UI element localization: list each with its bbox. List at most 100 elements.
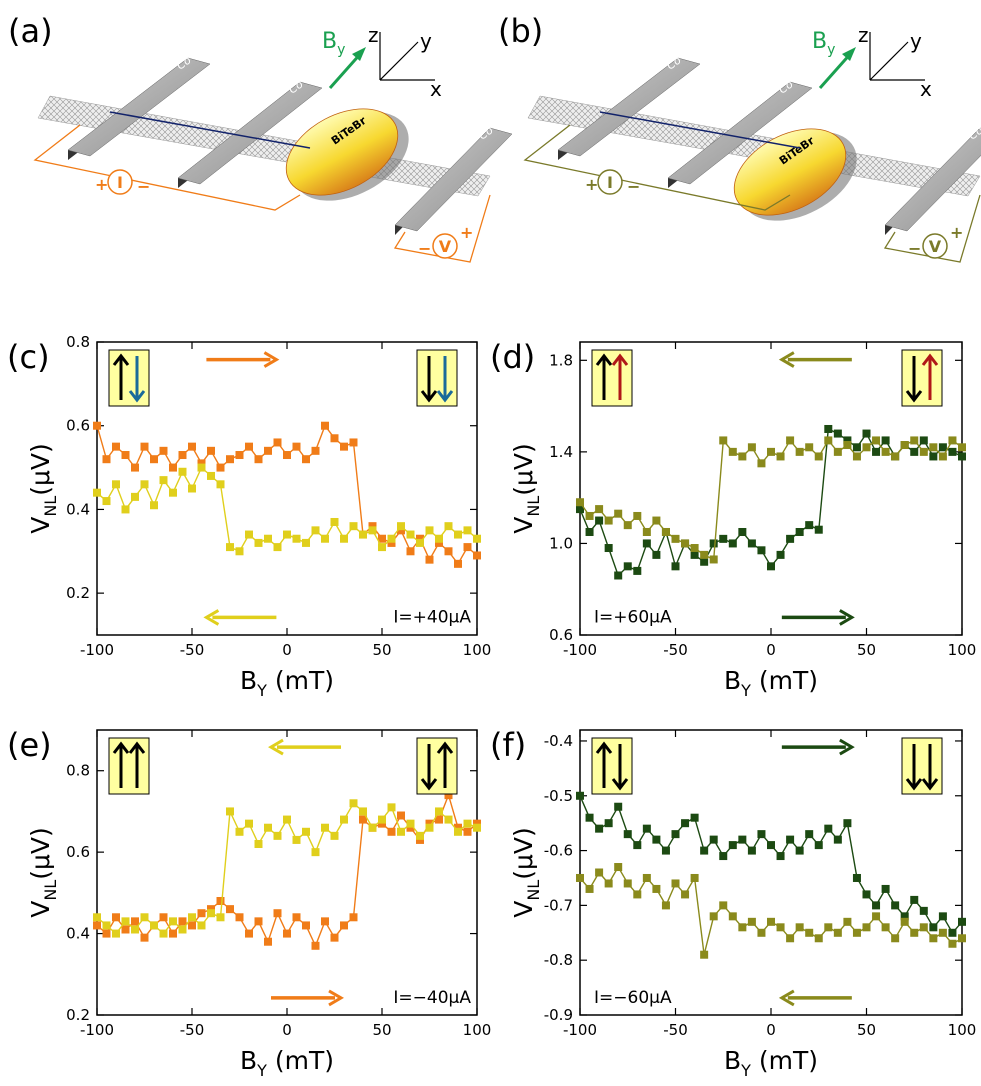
data-point bbox=[464, 543, 472, 551]
data-point bbox=[633, 512, 641, 520]
data-point bbox=[872, 436, 880, 444]
data-point bbox=[815, 841, 823, 849]
data-point bbox=[853, 452, 861, 460]
data-point bbox=[576, 874, 584, 882]
data-point bbox=[226, 905, 234, 913]
data-point bbox=[274, 909, 282, 917]
data-point bbox=[939, 452, 947, 460]
data-point bbox=[283, 531, 291, 539]
data-point bbox=[891, 934, 899, 942]
data-point bbox=[796, 528, 804, 536]
data-point bbox=[245, 820, 253, 828]
y-label-sub: NL bbox=[524, 496, 543, 517]
data-point bbox=[748, 539, 756, 547]
data-point bbox=[824, 425, 832, 433]
data-point bbox=[207, 909, 215, 917]
y-axis-label: VNL(μV) bbox=[509, 827, 543, 918]
data-point bbox=[445, 547, 453, 555]
series-line bbox=[580, 796, 962, 933]
y-tick-label: 0.6 bbox=[66, 843, 90, 861]
data-point bbox=[910, 929, 918, 937]
minus: − bbox=[627, 177, 640, 196]
data-point bbox=[245, 443, 253, 451]
data-point bbox=[958, 918, 966, 926]
data-point bbox=[397, 828, 405, 836]
data-point bbox=[217, 464, 225, 472]
data-point bbox=[681, 819, 689, 827]
data-point bbox=[719, 436, 727, 444]
data-point bbox=[350, 438, 358, 446]
data-point bbox=[217, 897, 225, 905]
y-tick-label: -0.7 bbox=[544, 896, 573, 914]
data-point bbox=[369, 526, 377, 534]
data-point bbox=[283, 451, 291, 459]
x-tick-label: 100 bbox=[463, 641, 492, 659]
data-point bbox=[757, 830, 765, 838]
series-line bbox=[580, 867, 962, 955]
data-point bbox=[672, 830, 680, 838]
data-point bbox=[122, 451, 130, 459]
y-tick-label: 0.4 bbox=[66, 500, 90, 518]
data-point bbox=[359, 531, 367, 539]
panel-label: (f) bbox=[490, 726, 526, 764]
inset-box bbox=[417, 738, 457, 794]
x-label-main: B bbox=[240, 1046, 257, 1075]
data-point bbox=[188, 485, 196, 493]
data-point bbox=[843, 819, 851, 827]
data-point bbox=[863, 443, 871, 451]
data-point bbox=[767, 448, 775, 456]
data-point bbox=[103, 921, 111, 929]
data-point bbox=[207, 472, 215, 480]
y-label-sub: NL bbox=[41, 880, 60, 901]
data-point bbox=[586, 885, 594, 893]
data-point bbox=[767, 841, 775, 849]
data-point bbox=[796, 923, 804, 931]
data-point bbox=[312, 526, 320, 534]
field-sub: y bbox=[337, 42, 345, 58]
data-point bbox=[302, 455, 310, 463]
data-point bbox=[805, 830, 813, 838]
annotation: I=−40μA bbox=[393, 988, 471, 1008]
data-point bbox=[624, 562, 632, 570]
data-point bbox=[719, 852, 727, 860]
data-point bbox=[586, 512, 594, 520]
data-point bbox=[586, 528, 594, 536]
data-point bbox=[302, 539, 310, 547]
data-point bbox=[624, 879, 632, 887]
data-point bbox=[122, 505, 130, 513]
data-point bbox=[681, 539, 689, 547]
data-point bbox=[929, 443, 937, 451]
y-tick-label: 0.8 bbox=[66, 333, 90, 351]
data-point bbox=[691, 544, 699, 552]
data-point bbox=[681, 890, 689, 898]
figure: (a)CoCoCoBiTeBrIV+−+−zyxBy(b)CoCoCoBiTeB… bbox=[0, 0, 981, 1086]
data-point bbox=[652, 836, 660, 844]
data-point bbox=[882, 436, 890, 444]
data-point bbox=[255, 840, 263, 848]
data-point bbox=[719, 901, 727, 909]
data-point bbox=[388, 535, 396, 543]
data-point bbox=[605, 517, 613, 525]
data-point bbox=[948, 448, 956, 456]
x-label-unit: (mT) bbox=[267, 666, 334, 695]
data-point bbox=[407, 547, 415, 555]
x-tick-label: -50 bbox=[663, 1021, 688, 1039]
data-point bbox=[378, 816, 386, 824]
field-main: B bbox=[812, 29, 827, 54]
data-point bbox=[757, 459, 765, 467]
data-point bbox=[920, 436, 928, 444]
data-point bbox=[245, 531, 253, 539]
data-point bbox=[872, 901, 880, 909]
minus: − bbox=[418, 239, 431, 258]
data-point bbox=[853, 443, 861, 451]
y-label-unit: (μV) bbox=[509, 443, 538, 496]
data-point bbox=[255, 917, 263, 925]
data-point bbox=[331, 832, 339, 840]
x-label-sub: Y bbox=[740, 681, 751, 700]
data-point bbox=[435, 807, 443, 815]
data-point bbox=[169, 464, 177, 472]
data-point bbox=[672, 535, 680, 543]
data-point bbox=[748, 443, 756, 451]
data-point bbox=[141, 443, 149, 451]
data-point bbox=[416, 539, 424, 547]
